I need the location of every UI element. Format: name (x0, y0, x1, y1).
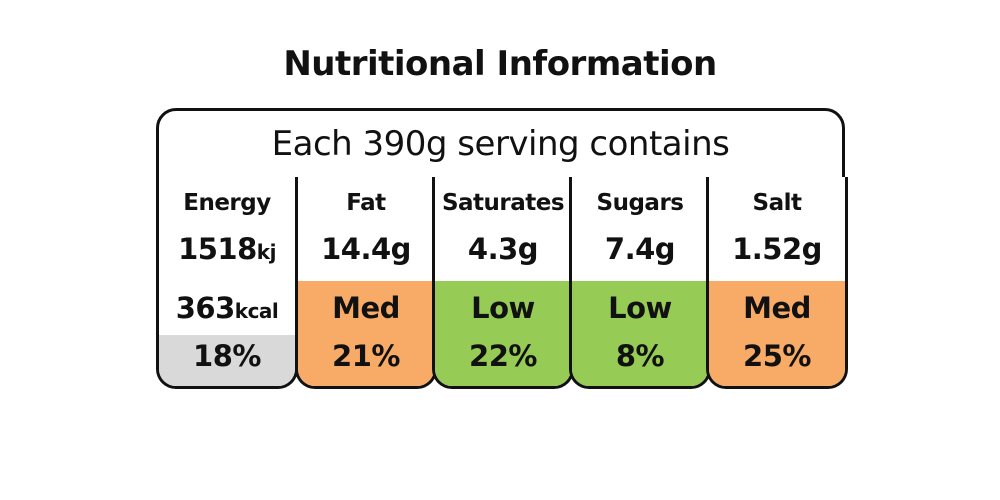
nutrient-cells: Energy 1518kj 363kcal 18% Fat 14.4g Med … (156, 177, 848, 392)
salt-percent: 25% (743, 339, 811, 373)
page-title: Nutritional Information (283, 44, 717, 84)
serving-header: Each 390g serving contains (156, 108, 845, 180)
energy-cell: Energy 1518kj 363kcal 18% (156, 177, 298, 389)
salt-amount: 1.52g (732, 232, 822, 266)
energy-kcal-unit: kcal (234, 299, 279, 323)
sugars-level-band: Low 8% (572, 281, 708, 386)
saturates-label: Saturates (441, 190, 565, 216)
salt-cell: Salt 1.52g Med 25% (706, 177, 848, 389)
energy-kcal-value: 363 (175, 291, 236, 325)
saturates-percent: 22% (469, 339, 537, 373)
fat-level-band: Med 21% (298, 281, 434, 386)
fat-amount: 14.4g (321, 232, 411, 266)
sugars-amount: 7.4g (604, 232, 676, 266)
fat-level: Med (332, 291, 400, 325)
salt-label: Salt (752, 190, 802, 216)
saturates-level-band: Low 22% (435, 281, 571, 386)
fat-cell: Fat 14.4g Med 21% (295, 177, 437, 389)
fat-label: Fat (346, 190, 386, 216)
energy-percent: 18% (193, 339, 261, 373)
fat-percent: 21% (332, 339, 400, 373)
energy-kj: 1518kj (159, 232, 295, 266)
energy-kj-unit: kj (256, 240, 277, 264)
salt-level: Med (743, 291, 811, 325)
energy-percent-band: 18% (159, 335, 295, 386)
sugars-level: Low (608, 291, 672, 325)
energy-label: Energy (183, 190, 271, 216)
sugars-cell: Sugars 7.4g Low 8% (569, 177, 711, 389)
energy-kcal: 363kcal (159, 291, 295, 325)
saturates-cell: Saturates 4.3g Low 22% (432, 177, 574, 389)
sugars-percent: 8% (615, 339, 665, 373)
sugars-label: Sugars (596, 190, 684, 216)
salt-level-band: Med 25% (709, 281, 845, 386)
serving-text: Each 390g serving contains (271, 124, 730, 164)
saturates-amount: 4.3g (467, 232, 539, 266)
energy-kj-value: 1518 (178, 232, 257, 266)
nutrition-label: Each 390g serving contains Energy 1518kj… (156, 108, 848, 392)
saturates-level: Low (471, 291, 535, 325)
